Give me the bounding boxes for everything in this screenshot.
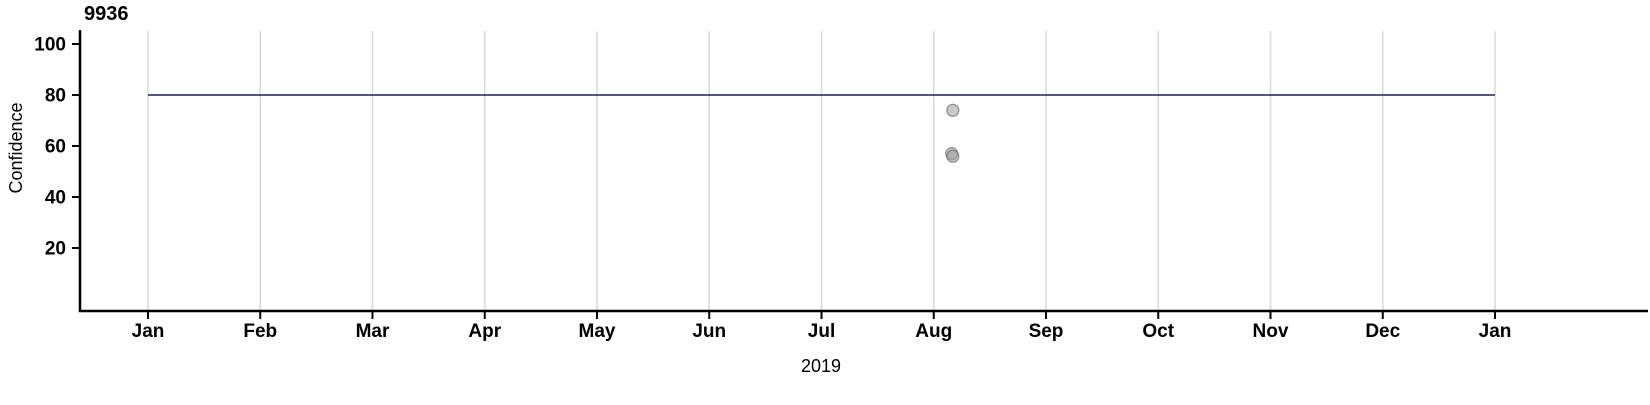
x-tick-label: Feb [243,321,277,342]
data-point [946,149,960,163]
x-tick-label: Jul [808,321,835,342]
x-tick-label: Jan [1479,321,1512,342]
x-tick-label: Jun [692,321,726,342]
y-tick-label: 40 [45,188,66,209]
x-tick-label: Apr [468,321,501,342]
data-point [946,103,960,117]
y-axis-title: Confidence [6,102,26,193]
y-tick-label: 100 [34,35,66,56]
x-tick-label: Aug [915,321,952,342]
chart-title: 9936 [84,3,129,25]
data-points [945,103,960,163]
x-tick-label: Sep [1029,321,1064,342]
gridlines [147,31,1496,311]
y-tick-label: 80 [45,86,66,107]
x-tick-label: May [579,321,616,342]
x-tick-label: Dec [1365,321,1400,342]
x-axis-title: 2019 [801,356,841,376]
x-axis-ticks: Jan Feb Mar Apr May Jun Jul Aug Sep Oct Nov Dec Jan [132,311,1512,342]
x-tick-label: Jan [132,321,165,342]
y-tick-label: 60 [45,137,66,158]
y-axis-ticks: 20 40 60 80 100 [34,35,80,260]
y-tick-label: 20 [45,239,66,260]
x-tick-label: Mar [356,321,390,342]
x-tick-label: Nov [1253,321,1289,342]
x-tick-label: Oct [1142,321,1174,342]
